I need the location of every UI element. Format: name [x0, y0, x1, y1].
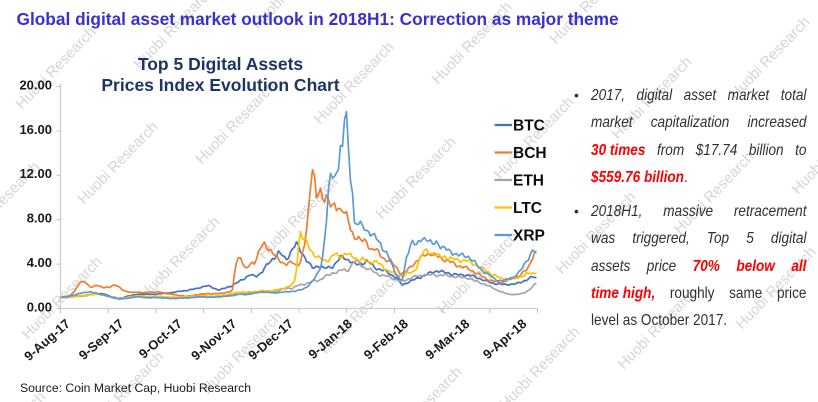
svg-text:ETH: ETH: [513, 173, 544, 190]
svg-text:9-Apr-18: 9-Apr-18: [480, 316, 530, 362]
svg-text:4.00: 4.00: [27, 255, 52, 270]
svg-text:9-Mar-18: 9-Mar-18: [422, 316, 472, 362]
svg-text:9-Feb-18: 9-Feb-18: [361, 316, 411, 362]
svg-text:20.00: 20.00: [19, 77, 52, 92]
svg-text:12.00: 12.00: [19, 166, 52, 181]
svg-text:9-Sep-17: 9-Sep-17: [76, 316, 127, 363]
svg-text:XRP: XRP: [513, 228, 545, 245]
svg-text:9-Aug-17: 9-Aug-17: [21, 316, 73, 364]
svg-text:9-Dec-17: 9-Dec-17: [245, 316, 296, 363]
svg-text:LTC: LTC: [513, 200, 542, 217]
svg-text:9-Nov-17: 9-Nov-17: [188, 316, 239, 363]
svg-text:9-Jan-18: 9-Jan-18: [305, 316, 355, 362]
svg-text:BCH: BCH: [513, 145, 547, 162]
svg-text:0.00: 0.00: [27, 299, 52, 314]
svg-text:16.00: 16.00: [19, 122, 52, 137]
svg-text:8.00: 8.00: [27, 211, 52, 226]
svg-text:9-Oct-17: 9-Oct-17: [136, 316, 185, 361]
svg-text:BTC: BTC: [513, 118, 545, 135]
